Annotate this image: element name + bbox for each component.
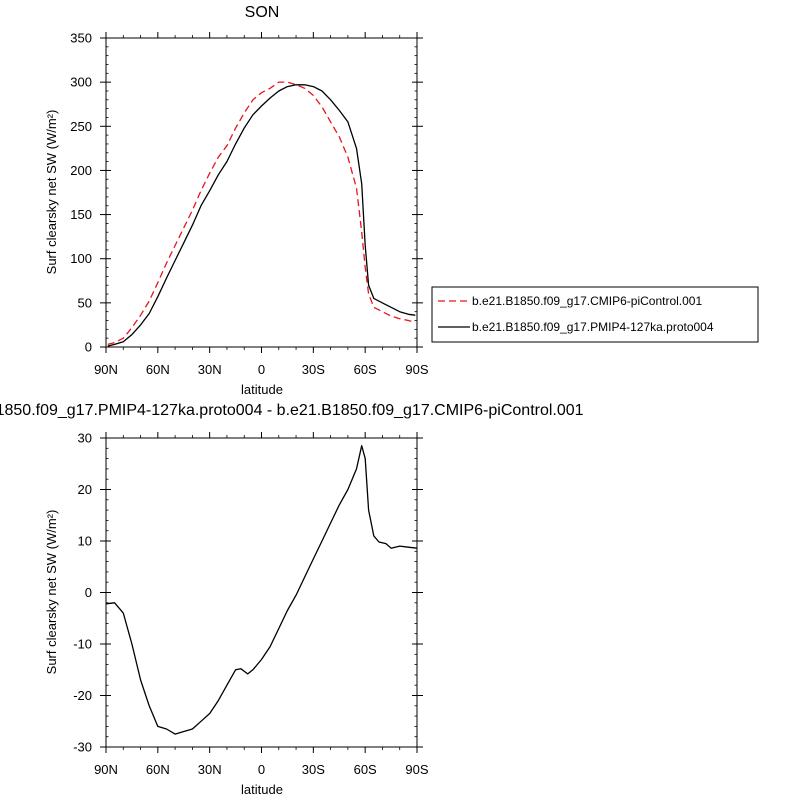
- top-x-tick-label: 60S: [354, 362, 377, 377]
- top-x-tick-label: 90S: [405, 362, 428, 377]
- bottom-chart-title: b.e21.B1850.f09_g17.PMIP4-127ka.proto004…: [0, 402, 584, 419]
- bottom-x-tick-label: 90S: [405, 762, 428, 777]
- bottom-x-axis-title: latitude: [241, 782, 283, 797]
- bottom-series-line-0: [105, 445, 418, 735]
- top-panel: SON 0 50 100 150 200 250 300 350 90N 60N 30N 0 30S 6…: [44, 4, 429, 397]
- legend-label-pmip4: b.e21.B1850.f09_g17.PMIP4-127ka.proto004: [472, 320, 714, 334]
- bottom-plot-frame: [105, 437, 418, 748]
- top-series-line-0: [107, 81, 416, 346]
- top-x-tick-label: 30S: [302, 362, 325, 377]
- bottom-x-tick-label: 30S: [302, 762, 325, 777]
- bottom-y-tick-label: -10: [73, 637, 92, 652]
- bottom-y-tick-label: -20: [73, 688, 92, 703]
- bottom-x-tick-label: 60S: [354, 762, 377, 777]
- top-y-tick-label: 0: [85, 340, 92, 355]
- legend: b.e21.B1850.f09_g17.CMIP6-piControl.001 …: [431, 286, 759, 343]
- top-y-tick-label: 350: [70, 31, 92, 46]
- bottom-x-tick-label: 60N: [146, 762, 170, 777]
- bottom-y-tick-label: 0: [85, 585, 92, 600]
- bottom-y-tick-label: -30: [73, 740, 92, 755]
- top-y-tick-label: 300: [70, 75, 92, 90]
- top-x-tick-label: 0: [258, 362, 265, 377]
- top-y-tick-label: 200: [70, 163, 92, 178]
- bottom-y-tick-label: 10: [78, 534, 92, 549]
- bottom-y-tick-label: 30: [78, 431, 92, 446]
- bottom-x-tick-label: 90N: [94, 762, 118, 777]
- top-x-tick-label: 60N: [146, 362, 170, 377]
- top-x-tick-label: 90N: [94, 362, 118, 377]
- top-y-axis-title: Surf clearsky net SW (W/m²): [44, 110, 59, 275]
- top-chart-title: SON: [245, 4, 280, 21]
- top-y-tick-label: 50: [78, 295, 92, 310]
- bottom-panel: b.e21.B1850.f09_g17.PMIP4-127ka.proto004…: [0, 402, 584, 797]
- bottom-x-tick-label: 0: [258, 762, 265, 777]
- top-x-axis-title: latitude: [241, 382, 283, 397]
- top-y-tick-label: 250: [70, 119, 92, 134]
- top-x-tick-label: 30N: [198, 362, 222, 377]
- legend-label-cmip6: b.e21.B1850.f09_g17.CMIP6-piControl.001: [472, 294, 702, 308]
- top-y-tick-label: 150: [70, 207, 92, 222]
- bottom-x-tick-label: 30N: [198, 762, 222, 777]
- bottom-y-axis-title: Surf clearsky net SW (W/m²): [44, 510, 59, 675]
- legend-box: [431, 286, 759, 343]
- top-plot-frame: [105, 37, 418, 348]
- bottom-y-tick-label: 20: [78, 482, 92, 497]
- top-y-tick-label: 100: [70, 251, 92, 266]
- top-series-line-1: [107, 84, 416, 347]
